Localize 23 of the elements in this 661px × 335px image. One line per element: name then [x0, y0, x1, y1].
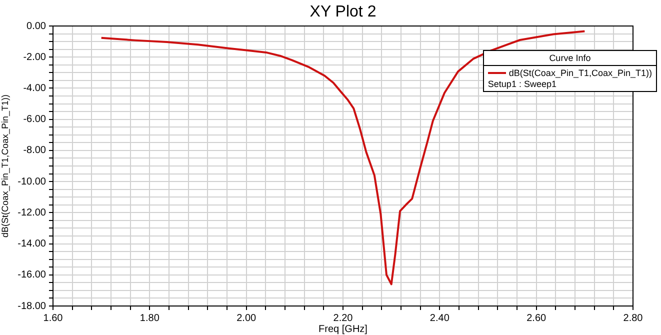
y-tick-label: -10.00 — [18, 176, 46, 188]
legend-label: dB(St(Coax_Pin_T1,Coax_Pin_T1)) — [508, 68, 652, 78]
x-tick-label: 2.60 — [526, 312, 546, 324]
legend-title: Curve Info — [484, 51, 656, 66]
x-tick-label: 2.40 — [430, 312, 450, 324]
x-tick-label: 2.20 — [333, 312, 354, 324]
y-tick-label: -4.00 — [23, 82, 46, 94]
x-tick-label: 1.60 — [43, 312, 64, 324]
y-tick-label: -14.00 — [18, 238, 46, 250]
y-axis-title: dB(St(Coax_Pin_T1,Coax_Pin_T1)) — [0, 94, 10, 238]
y-tick-label: -8.00 — [23, 145, 46, 156]
y-tick-label: -6.00 — [23, 114, 46, 126]
y-tick-label: -2.00 — [23, 52, 46, 63]
y-tick-label: -12.00 — [18, 207, 46, 218]
y-tick-label: -18.00 — [18, 300, 46, 312]
x-tick-label: 1.80 — [140, 312, 160, 324]
y-tick-label: -16.00 — [18, 270, 46, 281]
annotation: Setup1 : Sweep1 — [486, 78, 558, 89]
x-axis-title: Freq [GHz] — [318, 324, 368, 335]
y-tick-label: 0.00 — [26, 20, 46, 32]
chart-title: XY Plot 2 — [310, 3, 376, 20]
x-tick-label: 2.80 — [623, 312, 644, 324]
x-tick-label: 2.00 — [236, 312, 256, 324]
